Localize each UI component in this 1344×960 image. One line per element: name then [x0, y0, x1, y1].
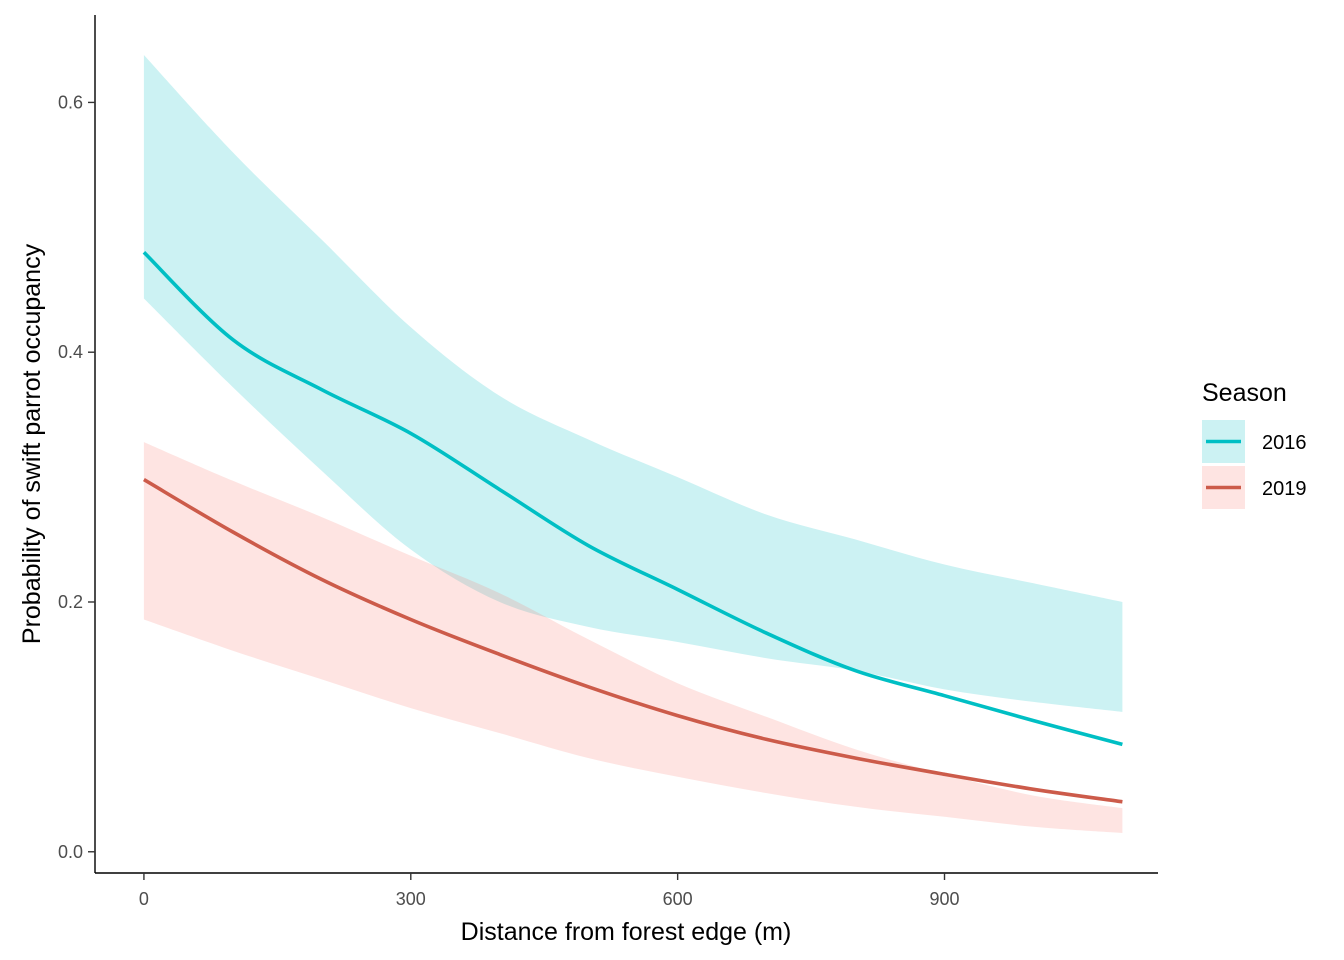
legend-title: Season	[1202, 379, 1287, 407]
y-tick-label: 0.4	[58, 342, 83, 362]
y-tick-label: 0.0	[58, 842, 83, 862]
legend-keys: 2016 2019	[1202, 420, 1307, 509]
x-tick-label: 900	[929, 889, 959, 909]
x-tick-label: 600	[663, 889, 693, 909]
x-ticks: 0 300 600 900	[139, 873, 960, 909]
legend: Season 2016 2019	[1202, 379, 1307, 509]
y-tick-label: 0.6	[58, 92, 83, 112]
x-axis-title: Distance from forest edge (m)	[461, 918, 792, 946]
ribbon-2019	[143, 442, 1123, 833]
y-axis-title: Probability of swift parrot occupancy	[18, 243, 46, 644]
legend-label-2019: 2019	[1262, 478, 1307, 500]
line-2019	[142, 478, 1123, 804]
x-tick-label: 0	[139, 889, 149, 909]
y-tick-label: 0.2	[58, 592, 83, 612]
x-tick-label: 300	[396, 889, 426, 909]
line-2016	[142, 251, 1123, 747]
confidence-ribbons	[143, 55, 1123, 833]
ribbon-2016	[143, 55, 1123, 712]
y-ticks: 0.0 0.2 0.4 0.6	[58, 92, 95, 862]
fitted-lines	[142, 251, 1123, 804]
axes	[94, 15, 1158, 874]
legend-label-2016: 2016	[1262, 432, 1307, 454]
